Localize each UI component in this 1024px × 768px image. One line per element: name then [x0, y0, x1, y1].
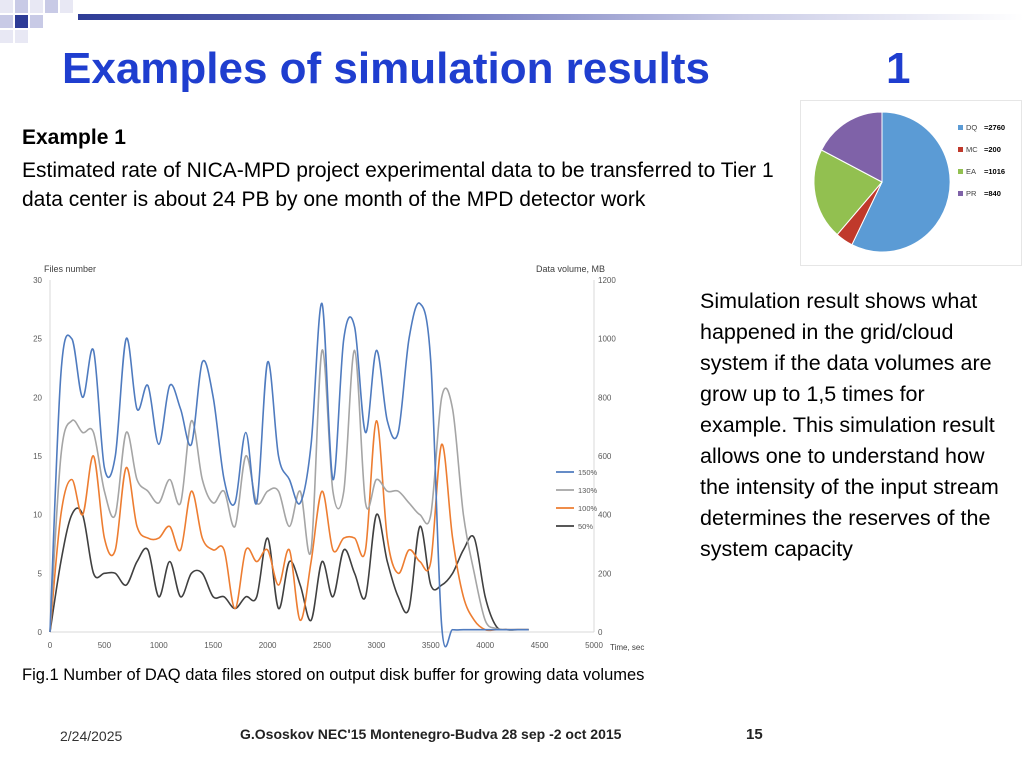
pie-slice — [851, 111, 951, 253]
decorative-squares — [0, 0, 73, 43]
page-title: Examples of simulation results — [62, 44, 710, 93]
date: 2/24/2025 — [60, 728, 123, 744]
legend-label: PR — [966, 189, 977, 198]
y2-tick-label: 400 — [598, 511, 612, 520]
y2-axis-label: Data volume, MB — [536, 264, 605, 274]
legend-label: MC — [966, 145, 978, 154]
x-tick-label: 0 — [48, 641, 53, 650]
pie-chart: DQ =2760 MC =200 EA =1016 PR =840 — [800, 100, 1022, 266]
header-bar — [78, 14, 1024, 20]
x-tick-label: 4500 — [531, 641, 549, 650]
legend-label: 150% — [578, 468, 598, 477]
x-tick-label: 4000 — [476, 641, 494, 650]
legend-label: 130% — [578, 486, 598, 495]
y-axis-label: Files number — [44, 264, 96, 274]
example-text: Estimated rate of NICA-MPD project exper… — [22, 159, 774, 211]
y2-tick-label: 800 — [598, 393, 612, 402]
y2-tick-label: 600 — [598, 452, 612, 461]
footer-text: G.Ososkov NEC'15 Montenegro-Budva 28 sep… — [240, 726, 622, 742]
x-tick-label: 500 — [98, 641, 112, 650]
example-heading: Example 1 — [22, 126, 126, 149]
legend-swatch — [958, 169, 963, 174]
legend-label: DQ — [966, 123, 977, 132]
y-tick-label: 5 — [38, 569, 43, 578]
line-chart: 0 5 10 15 20 25 30 0 200 400 600 800 1000 1200 0 500 100… — [33, 264, 644, 652]
page-number: 15 — [746, 726, 763, 743]
y2-tick-label: 200 — [598, 569, 612, 578]
y2-tick-label: 1000 — [598, 335, 616, 344]
side-text: Simulation result shows what happened in… — [700, 289, 999, 561]
series-line — [49, 302, 529, 648]
legend-swatch — [958, 191, 963, 196]
legend-value: =200 — [984, 145, 1001, 154]
series-line — [49, 507, 529, 633]
x-tick-label: 5000 — [585, 641, 603, 650]
y-tick-label: 25 — [33, 335, 42, 344]
x-tick-label: 3500 — [422, 641, 440, 650]
x-tick-label: 1500 — [204, 641, 222, 650]
y-tick-label: 0 — [38, 628, 43, 637]
series-line — [49, 349, 529, 633]
x-tick-label: 2500 — [313, 641, 331, 650]
legend-value: =2760 — [984, 123, 1005, 132]
figure-caption: Fig.1 Number of DAQ data files stored on… — [22, 666, 645, 684]
legend-label: 100% — [578, 504, 598, 513]
legend-value: =840 — [984, 189, 1001, 198]
y2-tick-label: 0 — [598, 628, 603, 637]
y-tick-label: 30 — [33, 276, 42, 285]
series-line — [49, 419, 529, 633]
legend-label: 50% — [578, 522, 593, 531]
y-tick-label: 10 — [33, 511, 42, 520]
pie-slice — [820, 111, 883, 183]
x-tick-label: 1000 — [150, 641, 168, 650]
legend-swatch — [958, 125, 963, 130]
y-tick-label: 15 — [33, 452, 42, 461]
y-tick-label: 20 — [33, 393, 42, 402]
pie-slice — [813, 149, 883, 236]
x-tick-label: 2000 — [259, 641, 277, 650]
title-number: 1 — [886, 44, 911, 93]
y2-tick-label: 1200 — [598, 276, 616, 285]
legend-label: EA — [966, 167, 976, 176]
legend-swatch — [958, 147, 963, 152]
x-tick-label: 3000 — [368, 641, 386, 650]
x-axis-label: Time, sec — [610, 643, 644, 652]
legend-value: =1016 — [984, 167, 1005, 176]
